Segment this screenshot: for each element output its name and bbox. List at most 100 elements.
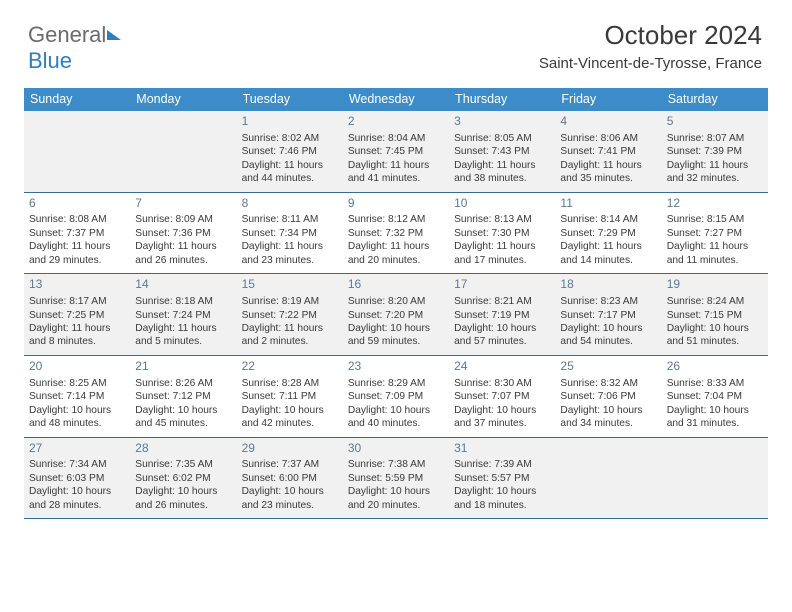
day-number: 28	[135, 441, 231, 457]
day-details: Sunrise: 8:32 AMSunset: 7:06 PMDaylight:…	[560, 377, 656, 431]
day-cell: 11Sunrise: 8:14 AMSunset: 7:29 PMDayligh…	[555, 193, 661, 274]
logo-word2: Blue	[28, 48, 72, 73]
day-cell: 14 Sunrise: 8:18 AMSunset: 7:24 PMDayligh…	[130, 274, 236, 355]
weekday-header: Wednesday	[343, 88, 449, 111]
weekday-header: Monday	[130, 88, 236, 111]
day-cell: 19Sunrise: 8:24 AMSunset: 7:15 PMDayligh…	[662, 274, 768, 355]
day-details: Sunrise: 8:20 AMSunset: 7:20 PMDaylight:…	[348, 295, 444, 349]
day-details: Sunrise: 7:35 AMSunset: 6:02 PMDaylight:…	[135, 458, 231, 512]
day-cell: 1Sunrise: 8:02 AMSunset: 7:46 PMDaylight…	[237, 111, 343, 192]
day-number: 31	[454, 441, 550, 457]
day-cell: 18 Sunrise: 8:23 AMSunset: 7:17 PMDayligh…	[555, 274, 661, 355]
day-details: Sunrise: 8:33 AMSunset: 7:04 PMDaylight:…	[667, 377, 763, 431]
day-details: Sunrise: 8:15 AMSunset: 7:27 PMDaylight:…	[667, 213, 763, 267]
day-number: 30	[348, 441, 444, 457]
day-details: Sunrise: 8:07 AMSunset: 7:39 PMDaylight:…	[667, 132, 763, 186]
day-cell: 28Sunrise: 7:35 AMSunset: 6:02 PMDayligh…	[130, 438, 236, 519]
day-details: Sunrise: 8:28 AMSunset: 7:11 PMDaylight:…	[242, 377, 338, 431]
day-cell: 5 Sunrise: 8:07 AMSunset: 7:39 PMDaylight…	[662, 111, 768, 192]
day-number: 9	[348, 196, 444, 212]
day-cell: 30Sunrise: 7:38 AMSunset: 5:59 PMDayligh…	[343, 438, 449, 519]
location: Saint-Vincent-de-Tyrosse, France	[539, 55, 762, 72]
day-cell: 17 Sunrise: 8:21 AMSunset: 7:19 PMDayligh…	[449, 274, 555, 355]
day-cell: 13 Sunrise: 8:17 AMSunset: 7:25 PMDayligh…	[24, 274, 130, 355]
day-cell: 20Sunrise: 8:25 AMSunset: 7:14 PMDayligh…	[24, 356, 130, 437]
day-number: 2	[348, 114, 444, 130]
weekday-header: Thursday	[449, 88, 555, 111]
day-details: Sunrise: 8:08 AMSunset: 7:37 PMDaylight:…	[29, 213, 125, 267]
day-number: 8	[242, 196, 338, 212]
day-cell: 10Sunrise: 8:13 AMSunset: 7:30 PMDayligh…	[449, 193, 555, 274]
day-number: 4	[560, 114, 656, 130]
day-cell: 6Sunrise: 8:08 AMSunset: 7:37 PMDaylight…	[24, 193, 130, 274]
day-cell: 31Sunrise: 7:39 AMSunset: 5:57 PMDayligh…	[449, 438, 555, 519]
title-block: October 2024 Saint-Vincent-de-Tyrosse, F…	[539, 20, 762, 72]
day-number: 3	[454, 114, 550, 130]
day-details: Sunrise: 8:02 AMSunset: 7:46 PMDaylight:…	[242, 132, 338, 186]
day-details: Sunrise: 8:19 AMSunset: 7:22 PMDaylight:…	[242, 295, 338, 349]
day-cell: 4 Sunrise: 8:06 AMSunset: 7:41 PMDaylight…	[555, 111, 661, 192]
day-details: Sunrise: 7:37 AMSunset: 6:00 PMDaylight:…	[242, 458, 338, 512]
day-cell: 22 Sunrise: 8:28 AMSunset: 7:11 PMDayligh…	[237, 356, 343, 437]
day-details: Sunrise: 8:23 AMSunset: 7:17 PMDaylight:…	[560, 295, 656, 349]
day-number: 6	[29, 196, 125, 212]
day-details: Sunrise: 8:13 AMSunset: 7:30 PMDaylight:…	[454, 213, 550, 267]
day-details: Sunrise: 8:12 AMSunset: 7:32 PMDaylight:…	[348, 213, 444, 267]
day-cell: 27Sunrise: 7:34 AMSunset: 6:03 PMDayligh…	[24, 438, 130, 519]
logo-word1: General	[28, 22, 106, 47]
day-number: 27	[29, 441, 125, 457]
week-row: 27Sunrise: 7:34 AMSunset: 6:03 PMDayligh…	[24, 438, 768, 520]
week-row: 1Sunrise: 8:02 AMSunset: 7:46 PMDaylight…	[24, 111, 768, 193]
day-cell	[662, 438, 768, 519]
day-cell: 8Sunrise: 8:11 AMSunset: 7:34 PMDaylight…	[237, 193, 343, 274]
day-details: Sunrise: 8:18 AMSunset: 7:24 PMDaylight:…	[135, 295, 231, 349]
day-details: Sunrise: 8:06 AMSunset: 7:41 PMDaylight:…	[560, 132, 656, 186]
week-row: 6Sunrise: 8:08 AMSunset: 7:37 PMDaylight…	[24, 193, 768, 275]
day-cell: 26 Sunrise: 8:33 AMSunset: 7:04 PMDayligh…	[662, 356, 768, 437]
day-cell	[555, 438, 661, 519]
day-number: 17	[454, 277, 550, 293]
day-details: Sunrise: 8:04 AMSunset: 7:45 PMDaylight:…	[348, 132, 444, 186]
day-number: 21	[135, 359, 231, 375]
logo-triangle-icon	[107, 30, 121, 40]
day-number: 26	[667, 359, 763, 375]
day-details: Sunrise: 8:09 AMSunset: 7:36 PMDaylight:…	[135, 213, 231, 267]
day-number: 10	[454, 196, 550, 212]
day-details: Sunrise: 8:17 AMSunset: 7:25 PMDaylight:…	[29, 295, 125, 349]
day-number: 24	[454, 359, 550, 375]
day-number: 13	[29, 277, 125, 293]
day-number: 20	[29, 359, 125, 375]
day-cell: 25 Sunrise: 8:32 AMSunset: 7:06 PMDayligh…	[555, 356, 661, 437]
day-details: Sunrise: 8:24 AMSunset: 7:15 PMDaylight:…	[667, 295, 763, 349]
day-cell: 24Sunrise: 8:30 AMSunset: 7:07 PMDayligh…	[449, 356, 555, 437]
logo: General Blue	[28, 22, 121, 74]
weekday-header: Sunday	[24, 88, 130, 111]
day-number: 22	[242, 359, 338, 375]
week-row: 20Sunrise: 8:25 AMSunset: 7:14 PMDayligh…	[24, 356, 768, 438]
day-details: Sunrise: 8:05 AMSunset: 7:43 PMDaylight:…	[454, 132, 550, 186]
weekday-header-row: SundayMondayTuesdayWednesdayThursdayFrid…	[24, 88, 768, 111]
day-details: Sunrise: 7:34 AMSunset: 6:03 PMDaylight:…	[29, 458, 125, 512]
day-number: 23	[348, 359, 444, 375]
weekday-header: Saturday	[662, 88, 768, 111]
day-cell: 3 Sunrise: 8:05 AMSunset: 7:43 PMDaylight…	[449, 111, 555, 192]
day-number: 12	[667, 196, 763, 212]
day-number: 5	[667, 114, 763, 130]
day-details: Sunrise: 8:26 AMSunset: 7:12 PMDaylight:…	[135, 377, 231, 431]
day-cell: 15Sunrise: 8:19 AMSunset: 7:22 PMDayligh…	[237, 274, 343, 355]
day-details: Sunrise: 8:29 AMSunset: 7:09 PMDaylight:…	[348, 377, 444, 431]
day-details: Sunrise: 8:21 AMSunset: 7:19 PMDaylight:…	[454, 295, 550, 349]
day-cell: 7Sunrise: 8:09 AMSunset: 7:36 PMDaylight…	[130, 193, 236, 274]
page-title: October 2024	[539, 20, 762, 51]
day-cell	[130, 111, 236, 192]
day-cell: 23 Sunrise: 8:29 AMSunset: 7:09 PMDayligh…	[343, 356, 449, 437]
day-number: 14	[135, 277, 231, 293]
weekday-header: Tuesday	[237, 88, 343, 111]
day-number: 25	[560, 359, 656, 375]
week-row: 13 Sunrise: 8:17 AMSunset: 7:25 PMDayligh…	[24, 274, 768, 356]
day-cell	[24, 111, 130, 192]
day-details: Sunrise: 7:39 AMSunset: 5:57 PMDaylight:…	[454, 458, 550, 512]
day-number: 18	[560, 277, 656, 293]
calendar: SundayMondayTuesdayWednesdayThursdayFrid…	[24, 88, 768, 519]
day-number: 29	[242, 441, 338, 457]
